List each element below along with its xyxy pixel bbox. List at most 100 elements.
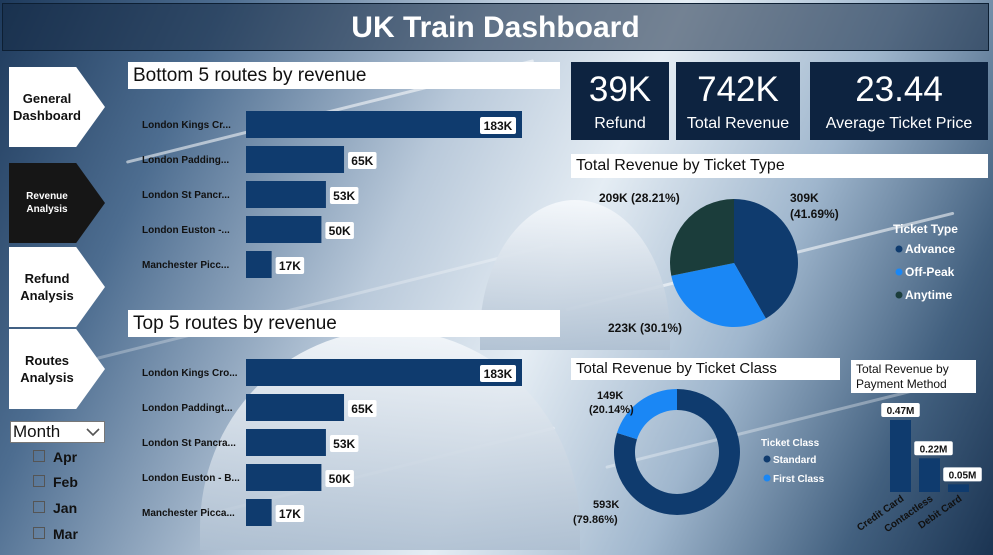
- legend-item: Standard: [773, 455, 816, 466]
- category-label: Manchester Picc...: [142, 260, 229, 271]
- month-slicer-dropdown[interactable]: Month: [10, 421, 105, 443]
- kpi-total-revenue: 742K Total Revenue: [676, 62, 800, 140]
- nav-label: Refund Analysis: [20, 271, 74, 303]
- legend-item: Anytime: [905, 288, 953, 302]
- slice-label: 593K: [593, 499, 619, 511]
- data-label: 183K: [484, 119, 513, 133]
- bar: [246, 111, 522, 138]
- option-label: Feb: [53, 474, 78, 490]
- top-routes-chart: London Kings Cro... 183K London Paddingt..…: [142, 359, 522, 526]
- data-label: 65K: [351, 402, 373, 416]
- option-label: Mar: [53, 526, 78, 542]
- data-label: 53K: [333, 189, 355, 203]
- category-label: London Euston - B...: [142, 473, 240, 484]
- data-label: 0.05M: [949, 470, 977, 481]
- kpi-value: 742K: [697, 70, 779, 109]
- category-label: London St Pancr...: [142, 190, 230, 201]
- data-label-box: [329, 435, 359, 452]
- dashboard-title-bar: UK Train Dashboard: [2, 3, 989, 51]
- bottom-routes-chart: London Kings Cr... 183K London Padding... 6…: [142, 111, 522, 278]
- bottom-routes-title: Bottom 5 routes by revenue: [128, 62, 560, 89]
- data-label-box: [881, 403, 920, 417]
- data-label-box: [348, 152, 377, 169]
- data-label: 65K: [351, 154, 373, 168]
- bar: [246, 464, 322, 491]
- nav-general-dashboard[interactable]: General Dashboard: [9, 67, 105, 147]
- option-label: Jan: [53, 500, 78, 516]
- data-label-box: [329, 187, 359, 204]
- category-label: London St Pancra...: [142, 438, 236, 449]
- slice-label: (41.69%): [790, 207, 839, 221]
- data-label: 50K: [329, 224, 351, 238]
- data-label-box: [943, 467, 982, 482]
- checkbox[interactable]: [33, 450, 45, 462]
- data-label: 17K: [279, 507, 301, 521]
- slice-label: 223K (30.1%): [608, 321, 682, 335]
- slicer-label: Month: [13, 422, 61, 441]
- checkbox[interactable]: [33, 527, 45, 539]
- nav-label: General Dashboard: [13, 91, 81, 123]
- top-routes-title: Top 5 routes by revenue: [128, 310, 560, 337]
- legend-marker: [895, 291, 903, 299]
- slice-label: (20.14%): [589, 404, 634, 416]
- ticket-class-title: Total Revenue by Ticket Class: [571, 358, 840, 380]
- data-label-box: [325, 470, 354, 487]
- pie-slice: [671, 263, 766, 327]
- kpi-value: 39K: [588, 70, 652, 109]
- ticket-type-title: Total Revenue by Ticket Type: [571, 154, 988, 178]
- bar: [246, 499, 272, 526]
- chevron-down-icon: [86, 428, 100, 437]
- bar: [246, 181, 326, 208]
- legend-item: Advance: [905, 242, 955, 256]
- slice-label: 149K: [597, 390, 623, 402]
- legend-title: Ticket Class: [761, 438, 820, 449]
- donut-slice: [614, 389, 740, 515]
- data-label-box: [480, 365, 516, 382]
- slice-label: 209K (28.21%): [599, 191, 680, 205]
- title-line-2: Payment Method: [856, 377, 947, 391]
- bar: [246, 429, 326, 456]
- ticket-class-donut-chart: 149K (20.14%) 593K (79.86%) Ticket Class Stan…: [573, 389, 825, 526]
- kpi-label: Average Ticket Price: [825, 115, 973, 132]
- checkbox[interactable]: [33, 501, 45, 513]
- bar: [948, 484, 969, 492]
- bar: [246, 251, 272, 278]
- category-label: London Padding...: [142, 155, 229, 166]
- nav-label: Revenue Analysis: [26, 191, 68, 215]
- category-label: London Kings Cro...: [142, 368, 238, 379]
- kpi-label: Refund: [594, 115, 646, 132]
- donut-slice: [616, 389, 677, 440]
- payment-method-title: Total Revenue by Payment Method: [851, 360, 976, 393]
- data-label: 0.47M: [887, 406, 915, 417]
- legend-marker: [763, 474, 771, 482]
- data-label: 0.22M: [920, 444, 948, 455]
- category-label: Manchester Picca...: [142, 508, 235, 519]
- kpi-label: Total Revenue: [686, 115, 790, 132]
- nav-routes-analysis[interactable]: Routes Analysis: [9, 329, 105, 409]
- bar: [890, 420, 911, 492]
- data-label: 183K: [484, 367, 513, 381]
- data-label-box: [480, 117, 516, 134]
- data-label-box: [348, 400, 377, 417]
- data-label-box: [914, 441, 953, 456]
- nav-refund-analysis[interactable]: Refund Analysis: [9, 247, 105, 327]
- legend-item: Off-Peak: [905, 265, 955, 279]
- kpi-value: 23.44: [855, 70, 943, 109]
- category-label: London Euston -...: [142, 225, 230, 236]
- data-label: 17K: [279, 259, 301, 273]
- bar: [246, 359, 522, 386]
- checkbox[interactable]: [33, 475, 45, 487]
- slice-label: 309K: [790, 191, 819, 205]
- legend-item: First Class: [773, 474, 825, 485]
- pie-slice: [734, 199, 798, 319]
- data-label-box: [275, 505, 305, 522]
- legend-title: Ticket Type: [893, 222, 958, 236]
- slice-label: (79.86%): [573, 514, 618, 526]
- kpi-average-ticket-price: 23.44 Average Ticket Price: [810, 62, 988, 140]
- kpi-refund: 39K Refund: [571, 62, 669, 140]
- data-label-box: [275, 257, 305, 274]
- legend-marker: [895, 245, 903, 253]
- nav-revenue-analysis[interactable]: Revenue Analysis: [9, 163, 105, 243]
- bar: [246, 146, 345, 173]
